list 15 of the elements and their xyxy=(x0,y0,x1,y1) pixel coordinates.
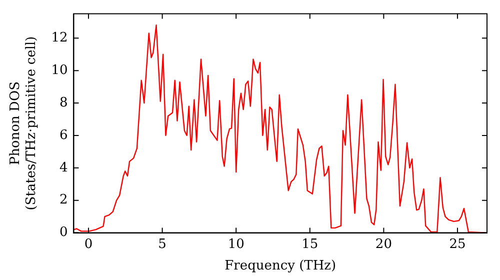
y-tick-label: 6 xyxy=(59,128,68,143)
x-tick-label: 5 xyxy=(158,236,166,252)
x-tick-label: 20 xyxy=(375,236,392,252)
y-tick-label: 12 xyxy=(51,30,68,46)
y-tick-label: 2 xyxy=(59,192,68,208)
y-tick-label: 10 xyxy=(51,62,68,78)
y-axis-title: Phonon DOS (States/THz·primitive cell) xyxy=(8,36,39,210)
y-tick-label: 4 xyxy=(59,160,68,176)
y-tick-label: 0 xyxy=(59,225,68,240)
x-tick-label: 10 xyxy=(228,236,244,252)
x-tick-label: 25 xyxy=(449,236,466,252)
x-tick-label: 0 xyxy=(84,236,93,252)
x-axis-title: Frequency (THz) xyxy=(224,258,336,274)
x-tick-label: 15 xyxy=(302,236,318,252)
y-tick-label: 8 xyxy=(59,95,68,110)
